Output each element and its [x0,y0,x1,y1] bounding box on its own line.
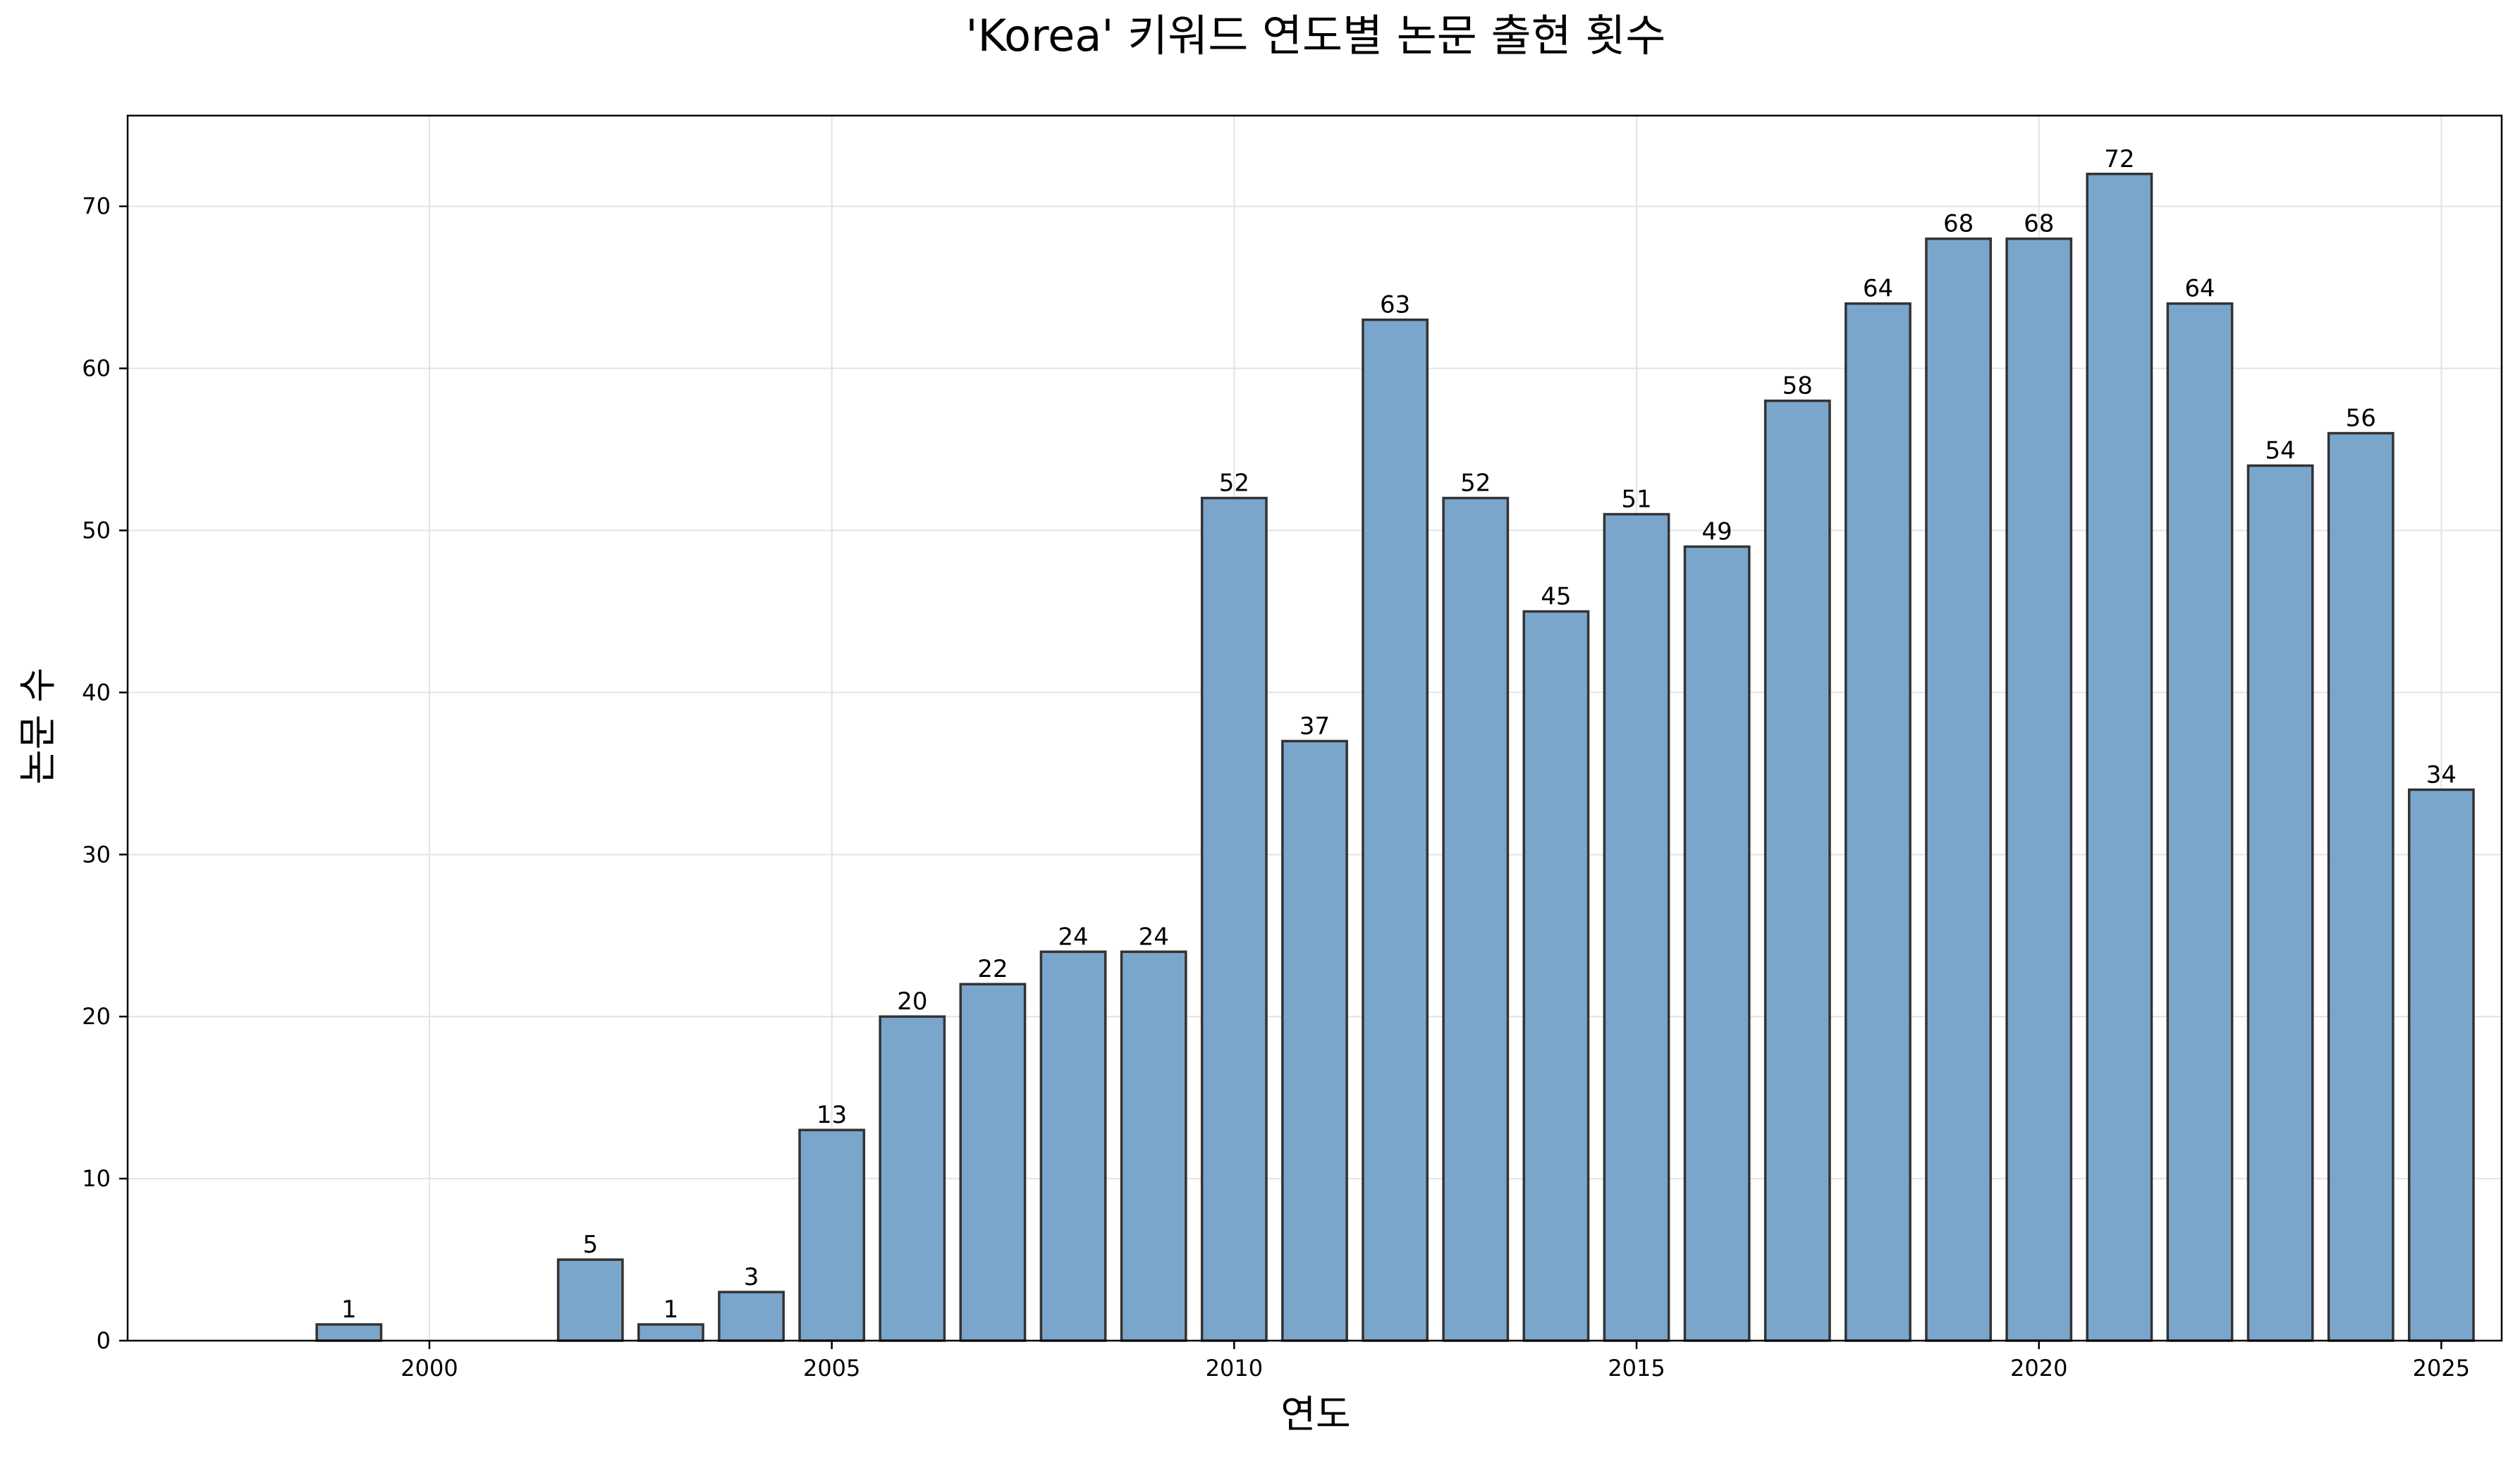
bar [315,1323,383,1342]
bar-value-label: 64 [2184,275,2215,303]
bar [1362,318,1429,1342]
bar-value-label: 52 [1219,469,1249,498]
y-tick-label: 50 [82,517,111,544]
y-tick-label: 20 [82,1003,111,1030]
bar-value-label: 20 [897,988,927,1016]
bar [1120,950,1187,1342]
y-tick-label: 70 [82,193,111,220]
x-tick-label: 2020 [2010,1355,2067,1382]
bar [1763,399,1831,1342]
bar [2166,302,2234,1342]
bar [2327,431,2394,1342]
x-tick-label: 2000 [400,1355,458,1382]
bar-value-label: 1 [341,1296,357,1324]
bar [1925,237,1992,1342]
bar [556,1258,624,1342]
bar [2407,788,2475,1342]
bar-value-label: 3 [744,1263,759,1291]
y-tick-label: 60 [82,355,111,382]
chart-title: 'Korea' 키워드 연도별 논문 출현 횟수 [966,10,1666,61]
y-axis-ticks: 0 10 20 30 40 50 60 70 [82,193,128,1354]
bar [959,983,1027,1342]
bar-value-label: 24 [1058,923,1088,951]
bar [798,1128,866,1342]
bar [2086,173,2153,1342]
bar-value-label: 49 [1702,518,1732,546]
bar [2246,464,2314,1342]
bar [1522,610,1590,1342]
bar-value-label: 54 [2265,437,2295,465]
bar-value-label: 72 [2104,145,2134,173]
bar-value-label: 68 [2024,210,2054,238]
bar [1039,950,1107,1342]
bar-value-label: 52 [1460,469,1491,498]
x-tick-label: 2015 [1608,1355,1665,1382]
bar-value-label: 64 [1863,275,1893,303]
x-tick-label: 2010 [1206,1355,1263,1382]
bar-value-label: 56 [2346,405,2376,433]
x-axis-title: 연도 [1280,1392,1350,1437]
y-tick-label: 30 [82,841,111,868]
x-tick-label: 2005 [803,1355,860,1382]
y-tick-label: 40 [82,679,111,706]
bar-value-label: 13 [816,1101,847,1129]
bar-value-label: 45 [1541,582,1571,610]
bar [879,1015,946,1342]
bar [1603,512,1670,1342]
bar-value-label: 22 [977,955,1008,983]
bar-value-label: 1 [663,1296,679,1324]
bar [1845,302,1912,1342]
bar [718,1291,785,1342]
bar [1281,739,1348,1342]
bar-value-label: 34 [2426,761,2457,789]
bar [1442,496,1510,1342]
x-tick-label: 2025 [2413,1355,2470,1382]
bar-value-label: 5 [582,1231,598,1259]
bars [315,173,2475,1342]
bar-value-label: 24 [1139,923,1169,951]
bar [2005,237,2073,1342]
y-tick-label: 10 [82,1165,111,1192]
y-tick-label: 0 [97,1327,111,1354]
plot-area-frame [126,114,2503,1342]
x-axis-ticks: 2000 2005 2010 2015 2020 2025 [400,1341,2470,1382]
bar-value-label: 68 [1943,210,1974,238]
y-axis-title: 논문 수 [16,668,60,785]
bar [1200,496,1268,1342]
bar-value-label: 58 [1782,372,1813,400]
bar-value-label: 63 [1380,291,1410,319]
bar-value-label: 37 [1299,712,1330,740]
bar [637,1323,704,1342]
bar [1683,545,1751,1342]
bar-value-label: 51 [1621,486,1651,514]
